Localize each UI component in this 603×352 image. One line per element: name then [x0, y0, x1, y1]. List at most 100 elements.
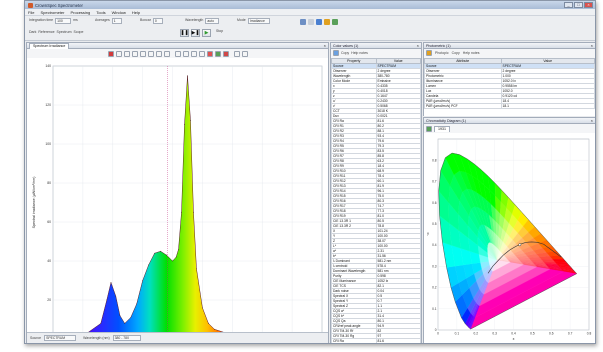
zoom-x-icon[interactable]: [131, 50, 138, 57]
color-value-row[interactable]: CRI Ra 81.6: [331, 338, 421, 343]
save-icon[interactable]: [174, 50, 181, 57]
marker-icon[interactable]: [222, 50, 229, 57]
source-icon[interactable]: [333, 50, 339, 56]
mode-label: Mode: [237, 18, 246, 22]
spectrum-point: [106, 299, 108, 301]
reference-label[interactable]: Reference: [38, 30, 55, 34]
photopic-button[interactable]: Photopic: [435, 51, 449, 55]
spectrum-panel-header: Spectrum Irradiance ×: [27, 42, 328, 49]
overlay-icon[interactable]: [214, 50, 221, 57]
copy-button[interactable]: Copy: [341, 51, 350, 55]
settings-icon[interactable]: [300, 19, 306, 25]
cie-y-tick: 0.1: [432, 307, 437, 311]
color-values-panel: Color values (1) × Copy Help notes Prope…: [330, 42, 422, 343]
dark-label[interactable]: Dark: [29, 30, 37, 34]
close-button[interactable]: ×: [584, 2, 593, 8]
help-notes-button[interactable]: Help notes: [351, 51, 368, 55]
text-icon[interactable]: [316, 19, 322, 25]
spectrum-label[interactable]: Spectrum: [56, 30, 72, 34]
cie-x-tick: 0.2: [474, 332, 479, 336]
cie-x-tick: 0.4: [511, 332, 516, 336]
photopic-icon[interactable]: [426, 50, 432, 56]
copy-icon[interactable]: [190, 50, 197, 57]
spectrum-point: [187, 75, 188, 77]
minimize-button[interactable]: _: [564, 2, 573, 8]
menu-window[interactable]: Window: [111, 9, 126, 15]
menu-processing[interactable]: Processing: [70, 9, 91, 15]
integration-time-input[interactable]: 100: [55, 18, 72, 24]
cie-y-axis-label: y: [427, 232, 429, 236]
spectrum-toolbar: [27, 49, 328, 58]
zoom-y-icon[interactable]: [139, 50, 146, 57]
averages-input[interactable]: 1: [111, 18, 122, 24]
spectrum-point: [208, 323, 209, 324]
averages-label: Averages: [95, 18, 110, 22]
menu-bar: File Spectrometer Processing Tools Windo…: [25, 9, 595, 16]
cie-x-tick: 0.1: [455, 332, 460, 336]
chromaticity-header: Chromaticity Diagram (1) ×: [424, 118, 595, 124]
cie-diagram[interactable]: 0 0.1 0.2 0.3 0.4 0.5 0.6 0.7 0.8 0 0.1 0.2 0.3 0.4 0.…: [424, 133, 595, 343]
filter-icon[interactable]: [324, 19, 330, 25]
single-shot-button[interactable]: ▶❚: [191, 29, 200, 37]
source-select[interactable]: SPECTRUM: [44, 335, 77, 341]
spectral-locus: [438, 152, 578, 330]
close-icon[interactable]: ×: [323, 43, 326, 48]
run-button[interactable]: ▶: [202, 29, 211, 37]
grid-icon[interactable]: [308, 19, 314, 25]
photometric-panel: Photometric (1) × Photopic Copy Help not…: [423, 42, 595, 116]
close-icon[interactable]: ×: [590, 43, 593, 48]
menu-spectrometer[interactable]: Spectrometer: [40, 9, 65, 15]
boxcar-input[interactable]: 0: [152, 18, 163, 24]
chromaticity-title: Chromaticity Diagram (1): [426, 118, 466, 123]
mode-select[interactable]: Irradiance: [247, 18, 270, 24]
spectrum-point: [148, 264, 149, 266]
spectrum-point: [100, 323, 102, 324]
range-label: Wavelength (nm): [83, 336, 110, 340]
photometric-header: Photometric (1) ×: [424, 43, 595, 49]
menu-help[interactable]: Help: [131, 9, 141, 15]
photometric-toolbar: Photopic Copy Help notes: [424, 49, 595, 57]
grid-toggle-icon[interactable]: [241, 50, 248, 57]
export-icon[interactable]: [198, 50, 205, 57]
cie-x-tick: 0.6: [549, 332, 554, 336]
maximize-button[interactable]: □: [574, 2, 583, 8]
copy-button[interactable]: Copy: [451, 51, 460, 55]
print-icon[interactable]: [182, 50, 189, 57]
cie-x-tick: 0.8: [587, 332, 592, 336]
cie-y-tick: 0.4: [432, 243, 437, 247]
chart-icon[interactable]: [332, 19, 338, 25]
close-icon[interactable]: ×: [416, 43, 419, 48]
window-controls: _ □ ×: [564, 2, 593, 8]
scope-label[interactable]: Scope: [73, 30, 84, 34]
zoom-out-icon[interactable]: [123, 50, 130, 57]
pan-icon[interactable]: [155, 50, 162, 57]
cie-y-tick: 0.5: [432, 222, 437, 226]
pause-button[interactable]: ❚❚: [180, 29, 189, 37]
y-tick-label: 20: [47, 298, 51, 302]
photometric-key: PAR (µmol/m²/s) PCF: [424, 103, 502, 109]
range-input[interactable]: 380 - 780: [112, 335, 141, 341]
undo-zoom-icon[interactable]: [163, 50, 170, 57]
help-notes-button[interactable]: Help notes: [462, 51, 480, 55]
tab-spectrum-irradiance[interactable]: Spectrum Irradiance: [29, 42, 70, 49]
diagram-icon[interactable]: [426, 125, 432, 132]
wavelength-input[interactable]: auto: [205, 18, 220, 24]
menu-tools[interactable]: Tools: [96, 9, 106, 15]
spectrum-chart[interactable]: 3504004505005506006507007508000204060801…: [27, 58, 328, 343]
peak-icon[interactable]: [206, 50, 213, 57]
spectrum-point: [181, 211, 182, 213]
cie-y-tick: 0: [435, 328, 437, 332]
close-icon[interactable]: ×: [590, 118, 593, 123]
tab-1931[interactable]: 1931: [434, 125, 450, 132]
zoom-fit-icon[interactable]: [147, 50, 154, 57]
photometric-row[interactable]: PAR (µmol/m²/s) PCF 18.1: [424, 103, 595, 109]
measured-point[interactable]: [518, 243, 522, 247]
stop-label[interactable]: Stop: [216, 29, 224, 33]
record-icon[interactable]: [107, 50, 114, 57]
menu-file[interactable]: File: [28, 9, 35, 15]
photometric-title: Photometric (1): [426, 43, 451, 48]
spectrum-point: [184, 124, 185, 125]
cursor-icon[interactable]: [233, 50, 240, 57]
cie-x-tick: 0: [437, 332, 439, 336]
zoom-in-icon[interactable]: [115, 50, 122, 57]
